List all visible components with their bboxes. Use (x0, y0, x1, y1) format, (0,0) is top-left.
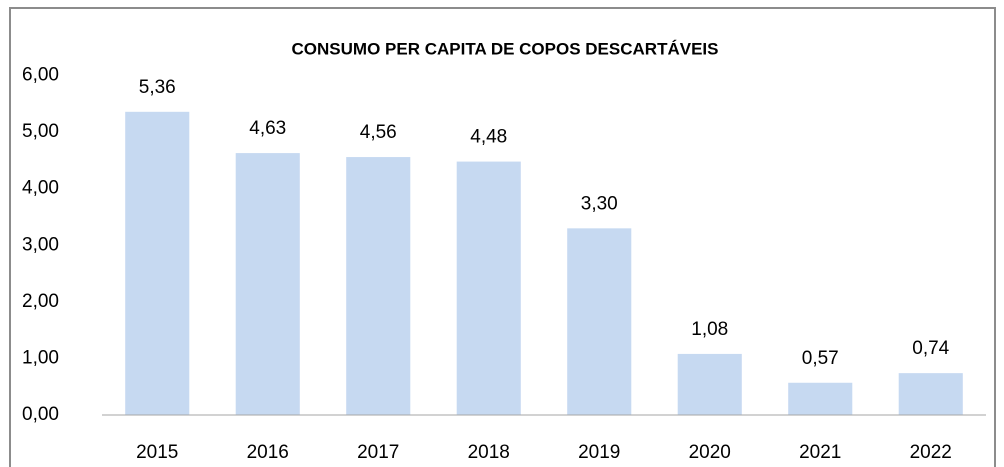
data-label: 4,63 (249, 118, 286, 139)
bar (567, 228, 632, 415)
y-tick-label: 0,00 (22, 404, 59, 425)
x-tick-label: 2017 (357, 442, 399, 463)
data-label: 0,57 (802, 348, 839, 369)
bar (125, 111, 190, 415)
y-tick-label: 5,00 (22, 121, 59, 142)
chart-title: CONSUMO PER CAPITA DE COPOS DESCARTÁVEIS (292, 39, 719, 58)
bar (456, 161, 521, 415)
x-tick-label: 2022 (910, 442, 952, 463)
y-tick-label: 6,00 (22, 65, 59, 86)
x-tick-label: 2015 (136, 442, 178, 463)
x-tick-label: 2020 (689, 442, 731, 463)
x-tick-label: 2019 (578, 442, 620, 463)
bar (346, 157, 411, 415)
bar (898, 373, 963, 415)
y-tick-label: 4,00 (22, 178, 59, 199)
data-label: 1,08 (691, 319, 728, 340)
x-tick-label: 2016 (247, 442, 289, 463)
y-tick-label: 3,00 (22, 234, 59, 255)
data-label: 5,36 (139, 77, 176, 98)
x-tick-label: 2018 (468, 442, 510, 463)
bar (788, 382, 853, 415)
data-label: 3,30 (581, 193, 618, 214)
bar (677, 353, 742, 415)
bar (235, 153, 300, 416)
y-tick-label: 1,00 (22, 347, 59, 368)
data-label: 0,74 (912, 338, 949, 359)
y-tick-label: 2,00 (22, 291, 59, 312)
data-label: 4,56 (360, 122, 397, 143)
x-tick-label: 2021 (799, 442, 841, 463)
data-label: 4,48 (470, 127, 507, 148)
